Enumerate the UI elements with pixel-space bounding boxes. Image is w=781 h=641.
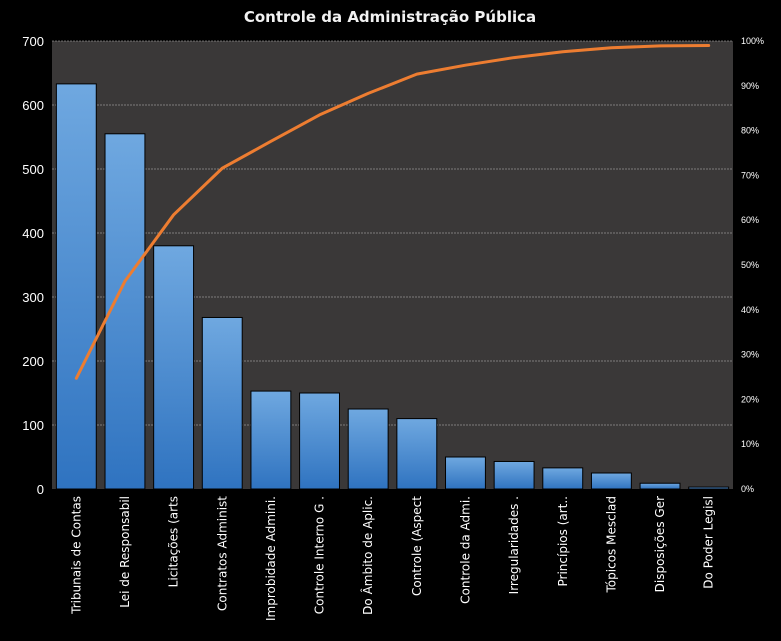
x-tick-label: Disposições Ger xyxy=(653,496,667,592)
bar xyxy=(639,482,681,490)
y2-tick-label: 90% xyxy=(741,81,759,91)
x-tick-label: Improbidade Admini. xyxy=(264,496,278,621)
bars xyxy=(55,83,730,490)
y2-tick-label: 50% xyxy=(741,260,759,270)
y-tick-label: 200 xyxy=(22,354,44,369)
y-tick-label: 300 xyxy=(22,290,44,305)
bar xyxy=(153,245,195,490)
bar xyxy=(347,408,389,490)
x-tick-label: Contratos Administ xyxy=(215,496,229,611)
line-point xyxy=(464,63,467,67)
y2-tick-label: 80% xyxy=(741,126,759,136)
bar xyxy=(445,456,486,490)
line-point xyxy=(269,140,273,143)
x-tick-label: Licitações (arts xyxy=(167,496,181,587)
line-point xyxy=(221,167,224,170)
x-tick-label: Do Poder Legisl xyxy=(702,496,716,589)
line-point xyxy=(610,46,613,49)
x-tick-label: Princípios (art.. xyxy=(556,496,570,587)
x-tick-label: Lei de Responsabil xyxy=(118,496,132,608)
y-axis-left: 0 100 200 300 400 500 600 700 xyxy=(22,34,44,497)
line-point xyxy=(318,113,321,117)
gridlines xyxy=(52,40,733,426)
bar xyxy=(493,460,535,490)
y2-tick-label: 30% xyxy=(741,350,759,360)
bar xyxy=(688,486,730,490)
line-point xyxy=(561,50,564,53)
x-tick-label: Controle (Aspect xyxy=(410,496,424,596)
bar xyxy=(396,418,438,490)
y2-tick-label: 10% xyxy=(741,439,759,449)
cumulative-line-layer xyxy=(74,43,711,380)
bar xyxy=(55,83,97,490)
bar xyxy=(590,472,632,490)
bar xyxy=(104,133,146,490)
line-point xyxy=(123,279,127,283)
y2-tick-label: 0% xyxy=(741,484,754,494)
x-axis: Tribunais de Contas Lei de Responsabil Lic… xyxy=(69,496,715,621)
y2-tick-label: 70% xyxy=(741,170,759,180)
y-tick-label: 0 xyxy=(37,482,44,497)
line-point xyxy=(366,92,370,95)
y-axis-right: 0% 10% 20% 30% 40% 50% 60% 70% 80% 90% 100% xyxy=(741,36,764,494)
y-tick-label: 100 xyxy=(22,418,44,433)
y-tick-label: 600 xyxy=(22,98,44,113)
chart-title: Controle da Administração Pública xyxy=(244,8,536,26)
bar xyxy=(201,316,243,490)
y-tick-label: 500 xyxy=(22,162,44,177)
x-tick-label: Irregularidades . xyxy=(507,496,521,594)
y2-tick-label: 100% xyxy=(741,36,764,46)
y2-tick-label: 40% xyxy=(741,305,759,315)
y2-tick-label: 20% xyxy=(741,394,759,404)
y-tick-label: 400 xyxy=(22,226,44,241)
line-point xyxy=(707,44,710,47)
x-tick-label: Controle da Admi. xyxy=(458,496,472,604)
y-tick-label: 700 xyxy=(22,34,44,49)
line-point xyxy=(172,213,175,217)
line-point xyxy=(415,72,419,76)
bar xyxy=(250,390,292,490)
y2-tick-label: 60% xyxy=(741,215,759,225)
cumulative-line xyxy=(74,43,711,380)
line-point xyxy=(658,44,662,48)
x-tick-label: Do Âmbito de Aplic. xyxy=(360,496,375,615)
bar xyxy=(542,467,584,490)
bar xyxy=(299,392,340,490)
line-point xyxy=(75,377,78,380)
line-point xyxy=(512,56,516,59)
x-tick-label: Tópicos Mesclad xyxy=(604,496,618,593)
x-tick-label: Controle Interno G . xyxy=(313,496,327,614)
x-tick-label: Tribunais de Contas xyxy=(69,496,83,615)
